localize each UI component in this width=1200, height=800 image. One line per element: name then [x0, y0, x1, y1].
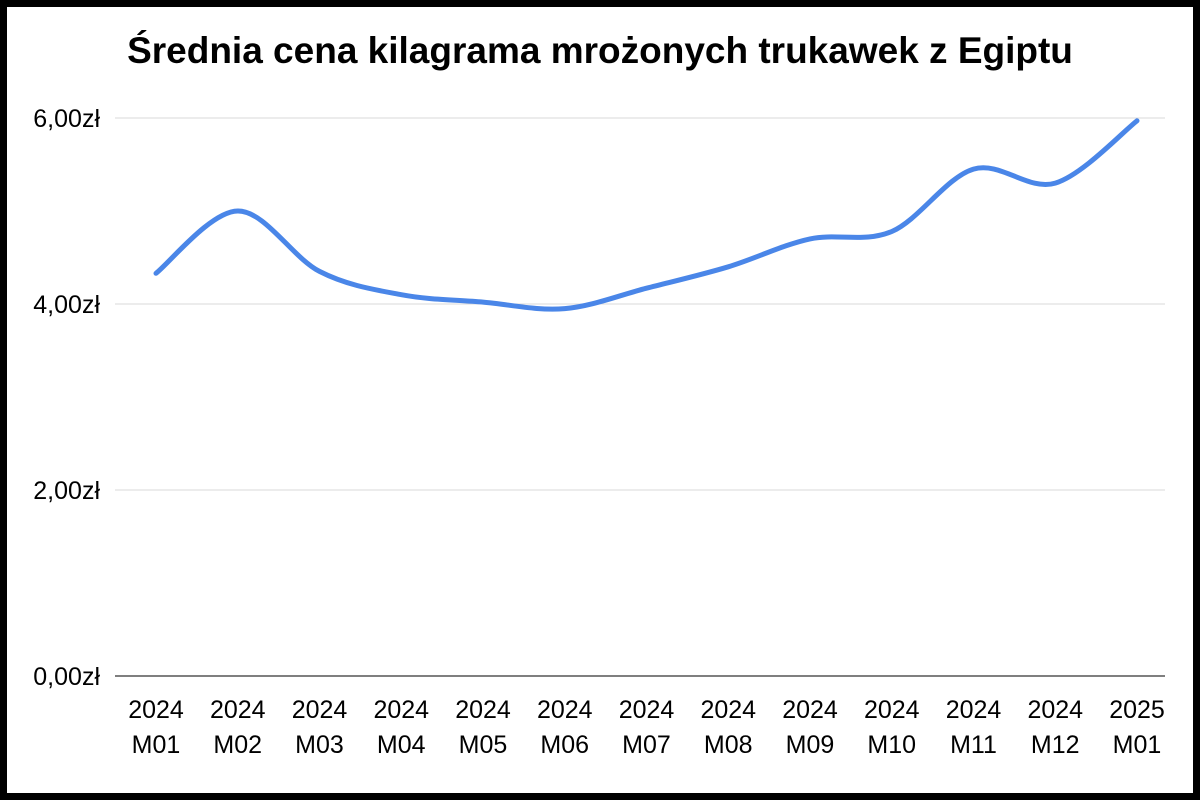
x-tick-label: 2024 M11	[946, 696, 1002, 759]
y-tick-label: 4,00zł	[33, 291, 100, 319]
chart-title: Średnia cena kilagrama mrożonych trukawe…	[127, 29, 1073, 71]
series-layer	[153, 118, 1140, 312]
series-line	[153, 118, 1140, 312]
x-tick-label: 2024 M12	[1027, 696, 1083, 759]
x-tick-label: 2024 M04	[373, 696, 429, 759]
y-tick-label: 6,00zł	[33, 105, 100, 133]
x-tick-label: 2024 M07	[619, 696, 675, 759]
y-tick-label: 2,00zł	[33, 477, 100, 505]
y-tick-label: 0,00zł	[33, 663, 100, 691]
x-tick-label: 2024 M02	[210, 696, 266, 759]
x-tick-label: 2025 M01	[1109, 696, 1165, 759]
x-tick-label: 2024 M06	[537, 696, 593, 759]
x-tick-label: 2024 M01	[128, 696, 184, 759]
gridlines	[115, 117, 1165, 677]
x-tick-label: 2024 M09	[782, 696, 838, 759]
x-tick-label: 2024 M05	[455, 696, 511, 759]
x-tick-label: 2024 M08	[700, 696, 756, 759]
x-tick-label: 2024 M03	[292, 696, 348, 759]
x-tick-label: 2024 M10	[864, 696, 920, 759]
x-axis-ticks: 2024 M01 2024 M02 2024 M03 2024 M04 2024 M05 2024 M…	[128, 696, 1165, 759]
line-chart: Średnia cena kilagrama mrożonych trukawe…	[33, 29, 1165, 759]
y-axis-ticks: 0,00zł 2,00zł 4,00zł 6,00zł	[33, 105, 100, 691]
